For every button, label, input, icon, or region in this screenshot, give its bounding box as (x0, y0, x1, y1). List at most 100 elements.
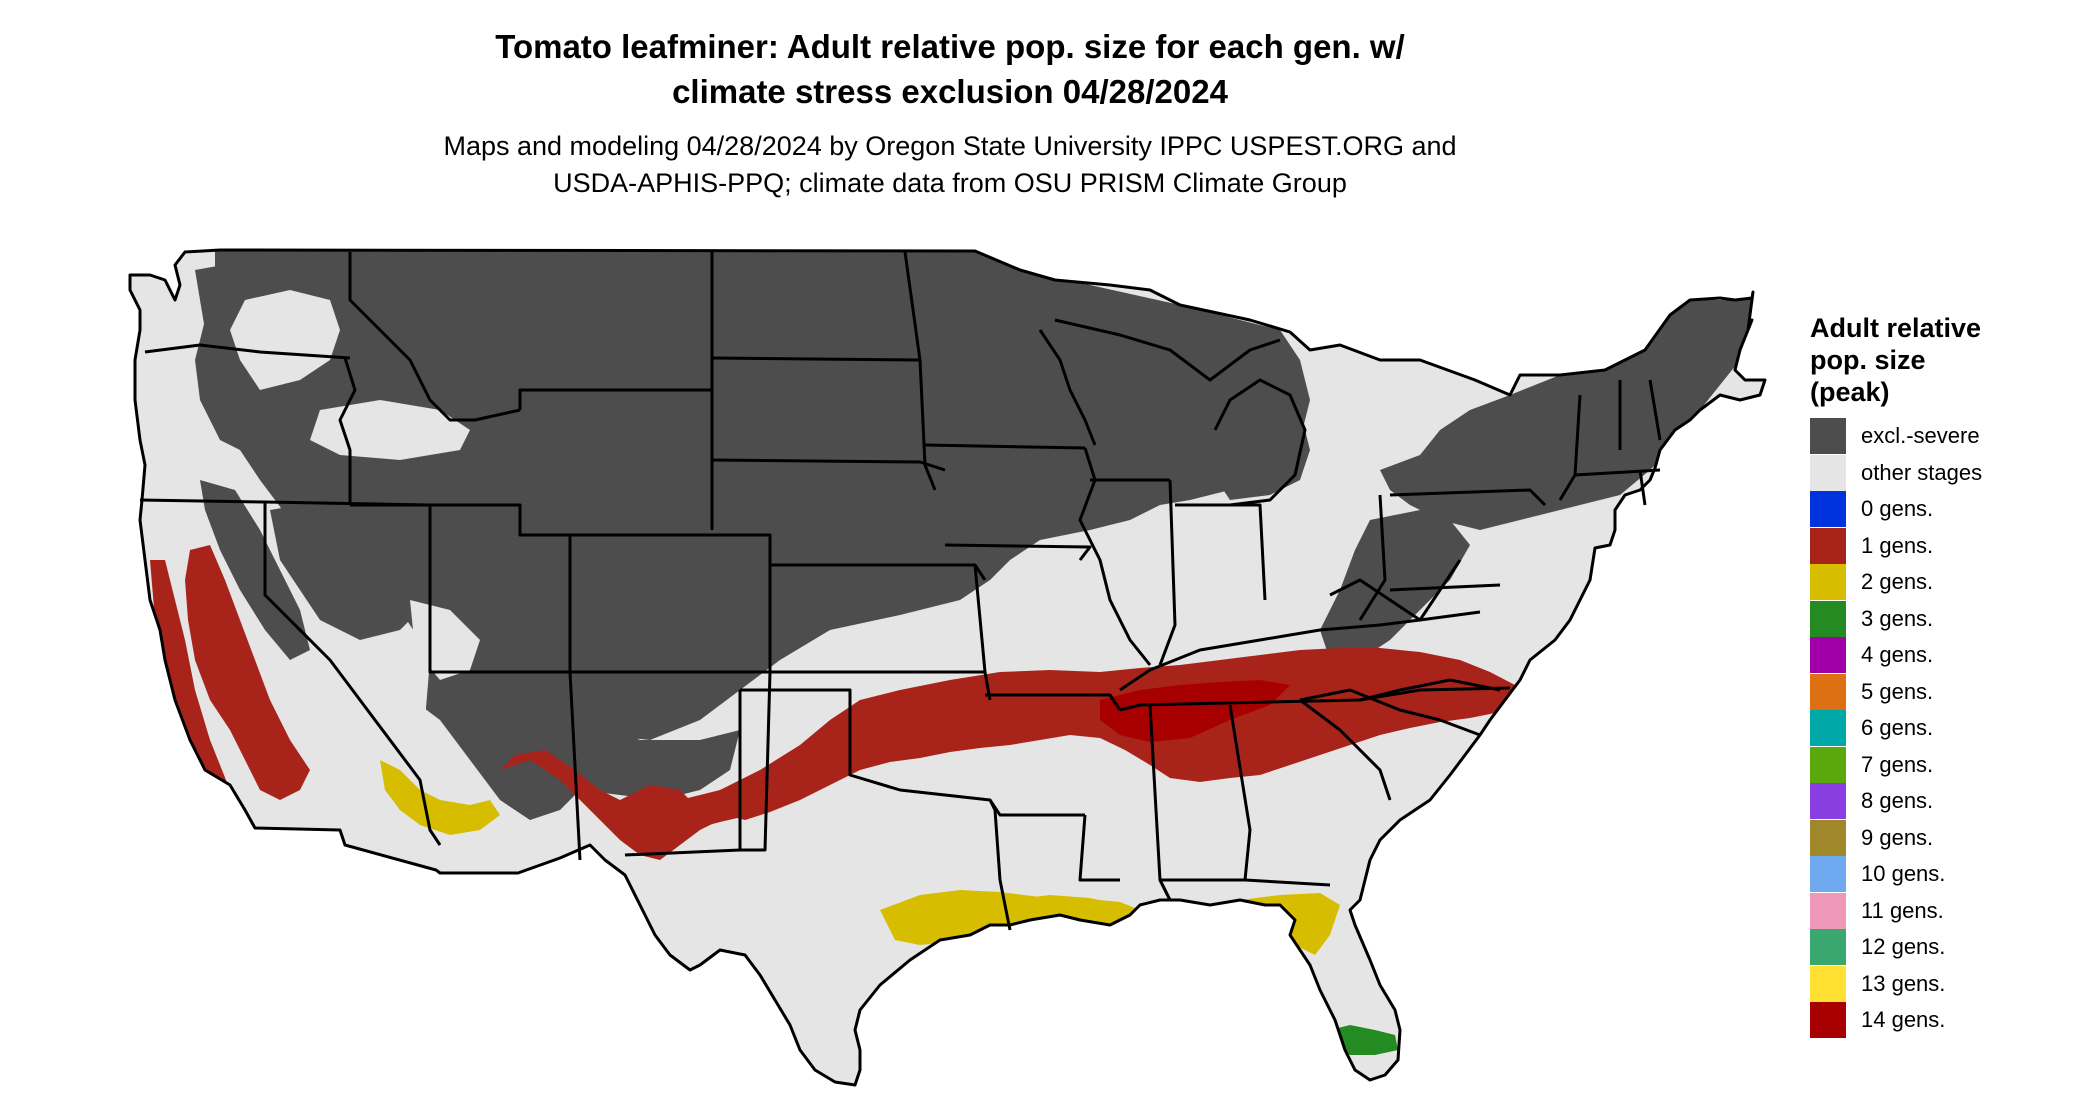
excluded-region-sierra (200, 480, 310, 660)
legend-label: excl.-severe (1861, 423, 1980, 449)
border-fl-ga-al (1158, 878, 1245, 901)
legend-title-line-3: (peak) (1810, 377, 1890, 407)
legend-swatch (1810, 783, 1846, 820)
one-gen-texas-panhandle (640, 770, 800, 838)
border-mn-wi (1038, 329, 1097, 446)
legend-title: Adult relative pop. size (peak) (1810, 312, 2070, 408)
map-title-line-1: Tomato leafminer: Adult relative pop. si… (495, 28, 1405, 65)
border-id-mt (348, 252, 521, 422)
one-gen-california (185, 545, 310, 800)
legend-label: 2 gens. (1861, 569, 1934, 595)
legend-label: 11 gens. (1861, 897, 1944, 923)
legend-swatch (1810, 600, 1846, 637)
legend-item: 2 gens. (1810, 564, 2070, 601)
border-nc-sc (1299, 688, 1481, 737)
border-ky-tn (1119, 610, 1481, 692)
legend-item: 1 gens. (1810, 527, 2070, 565)
legend-item: 13 gens. (1810, 965, 2070, 1003)
three-gen-south-texas (870, 1045, 900, 1075)
legend-item: 4 gens. (1810, 637, 2070, 674)
border-sd-ne (711, 458, 946, 472)
border-pa-ny (1389, 488, 1547, 507)
excluded-region-appalachia (1320, 510, 1470, 660)
legend-item: 9 gens. (1810, 819, 2070, 857)
border-ia-mo (944, 543, 1092, 561)
legend-label: 6 gens. (1861, 715, 1934, 741)
border-mn-ia (924, 443, 1086, 450)
legend-swatch (1810, 710, 1846, 747)
us-map (128, 248, 1767, 1087)
legend-swatch (1810, 418, 1846, 455)
border-la-tx (993, 809, 1012, 931)
map-subtitle: Maps and modeling 04/28/2024 by Oregon S… (0, 128, 1900, 202)
legend-title-line-1: Adult relative (1810, 313, 1982, 343)
legend-swatch (1810, 527, 1846, 564)
legend-item: 0 gens. (1810, 491, 2070, 528)
map-subtitle-line-1: Maps and modeling 04/28/2024 by Oregon S… (443, 131, 1457, 161)
legend-swatch (1810, 637, 1846, 674)
two-gen-arizona (380, 760, 500, 835)
legend-item: excl.-severe (1810, 418, 2070, 455)
other-stages-snake-river (310, 400, 470, 460)
legend-swatch (1810, 564, 1846, 601)
legend-label: 5 gens. (1861, 678, 1934, 704)
border-il-mo (1078, 447, 1152, 666)
legend-swatch (1810, 673, 1846, 710)
border-al-ga (1228, 704, 1331, 887)
border-or-id (338, 357, 357, 505)
legend-label: 3 gens. (1861, 605, 1934, 631)
border-ms-la (1078, 814, 1120, 882)
legend-swatch (1810, 892, 1846, 929)
state-borders (128, 248, 1767, 1087)
legend-item: 14 gens. (1810, 1002, 2070, 1039)
legend-label: 7 gens. (1861, 751, 1934, 777)
legend-item: 6 gens. (1810, 710, 2070, 747)
border-wy-co (570, 533, 772, 672)
border-ut-wy (430, 503, 572, 672)
legend-label: 1 gens. (1861, 532, 1934, 558)
excluded-region-michigan (1210, 370, 1310, 500)
excluded-region-northeast (1380, 298, 1752, 530)
legend-label: 9 gens. (1861, 824, 1934, 850)
one-gen-coast-ranges (150, 560, 245, 825)
legend-label: 8 gens. (1861, 788, 1934, 814)
legend-title-line-2: pop. size (1810, 345, 1926, 375)
border-il-in (1158, 479, 1177, 666)
border-dakotas-mn (903, 251, 937, 491)
legend-label: other stages (1861, 459, 1983, 485)
legend-item: 11 gens. (1810, 892, 2070, 930)
legend-item: 10 gens. (1810, 856, 2070, 893)
border-wv (1329, 559, 1462, 622)
other-stages-columbia-basin (230, 290, 340, 390)
legend-item: 3 gens. (1810, 600, 2070, 638)
border-ar-la (988, 799, 1085, 817)
legend-swatch (1810, 746, 1846, 783)
border-mo-ar (985, 693, 1122, 711)
legend-item: other stages (1810, 454, 2070, 492)
border-nh-me (1648, 379, 1662, 441)
border-mi-up (1054, 318, 1281, 382)
legend-label: 0 gens. (1861, 496, 1934, 522)
legend: Adult relative pop. size (peak) excl.-se… (1810, 312, 2070, 1039)
legend-item: 12 gens. (1810, 929, 2070, 966)
border-va-nc (1359, 686, 1511, 702)
map-title-line-2: climate stress exclusion 04/28/2024 (672, 73, 1228, 110)
border-nd-sd (711, 356, 921, 362)
border-co-nm (570, 670, 772, 852)
border-in-oh (1175, 503, 1267, 601)
map-subtitle-line-2: USDA-APHIS-PPQ; climate data from OSU PR… (553, 168, 1347, 198)
border-tn-south (1119, 678, 1501, 712)
legend-item: 8 gens. (1810, 783, 2070, 820)
legend-swatch (1810, 1002, 1846, 1039)
legend-swatch (1810, 856, 1846, 893)
border-ks-mo (973, 564, 992, 701)
legend-swatch (1810, 454, 1846, 491)
border-ga-sc (1299, 698, 1392, 801)
three-gen-south-florida (1330, 1025, 1398, 1055)
border-oh-pa (1358, 494, 1387, 621)
other-stages-colorado-plateau (410, 600, 480, 680)
legend-label: 10 gens. (1861, 861, 1946, 887)
legend-items: excl.-severe other stages 0 gens. 1 gens. 2 … (1810, 418, 2070, 1039)
legend-item: 5 gens. (1810, 673, 2070, 711)
border-ct-ri (1638, 469, 1647, 506)
